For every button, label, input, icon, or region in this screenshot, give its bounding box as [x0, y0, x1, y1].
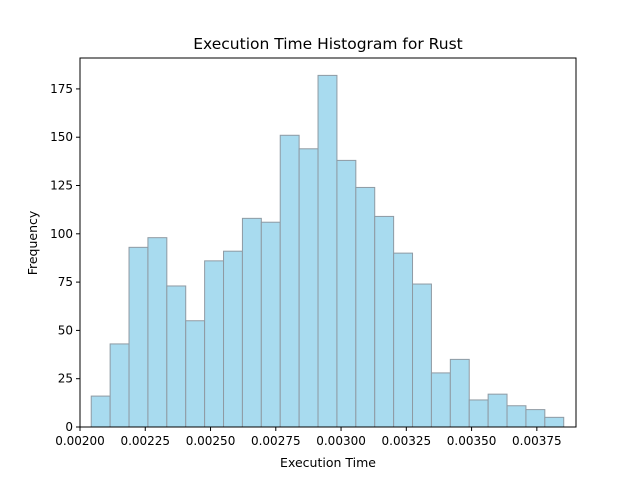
chart-title: Execution Time Histogram for Rust [193, 35, 462, 53]
y-tick-label: 100 [50, 227, 73, 241]
plot-frame [79, 57, 577, 428]
histogram-bar [185, 320, 206, 428]
histogram-bar [412, 283, 432, 428]
y-axis-label: Frequency [25, 210, 40, 275]
histogram-bar [298, 148, 319, 428]
y-tick-label: 75 [58, 275, 73, 289]
x-tick-label: 0.00350 [447, 434, 497, 448]
histogram-bar [260, 221, 281, 428]
bars-group [90, 74, 565, 428]
x-tick-label: 0.00325 [382, 434, 432, 448]
y-axis-ticks: 0 25 50 75 100 125 150 175 [50, 82, 80, 434]
histogram-bar [147, 237, 168, 428]
x-tick-label: 0.00200 [55, 434, 105, 448]
x-axis-ticks: 0.00200 0.00225 0.00250 0.00275 0.00300 0.003… [55, 427, 562, 448]
histogram-bar [449, 358, 470, 428]
x-tick-label: 0.00375 [512, 434, 562, 448]
x-tick-label: 0.00300 [316, 434, 366, 448]
histogram-bar [128, 246, 149, 428]
x-tick-label: 0.00250 [186, 434, 236, 448]
histogram-bar [279, 134, 300, 428]
histogram-bar [317, 74, 338, 428]
y-tick-label: 175 [50, 82, 73, 96]
histogram-bar [166, 285, 187, 428]
x-tick-label: 0.00225 [120, 434, 170, 448]
x-axis-label: Execution Time [280, 455, 376, 470]
histogram-bar [525, 409, 546, 428]
histogram-bar [241, 217, 262, 428]
histogram-bar [374, 215, 395, 428]
y-tick-label: 0 [65, 420, 73, 434]
y-tick-label: 150 [50, 130, 73, 144]
y-tick-label: 50 [58, 323, 73, 337]
histogram-bar [544, 416, 565, 428]
x-tick-label: 0.00275 [251, 434, 301, 448]
histogram-bar [109, 343, 130, 428]
histogram-bar [355, 186, 376, 428]
y-tick-label: 125 [50, 179, 73, 193]
histogram-bar [336, 159, 357, 428]
histogram-bar [204, 260, 225, 428]
histogram-bar [506, 405, 527, 428]
histogram-bar [487, 393, 508, 428]
y-tick-label: 25 [58, 372, 73, 386]
histogram-bar [223, 250, 243, 428]
histogram-bar [468, 399, 489, 428]
histogram-bar [430, 372, 451, 428]
histogram-bar [90, 395, 111, 428]
histogram-bar [393, 252, 414, 428]
